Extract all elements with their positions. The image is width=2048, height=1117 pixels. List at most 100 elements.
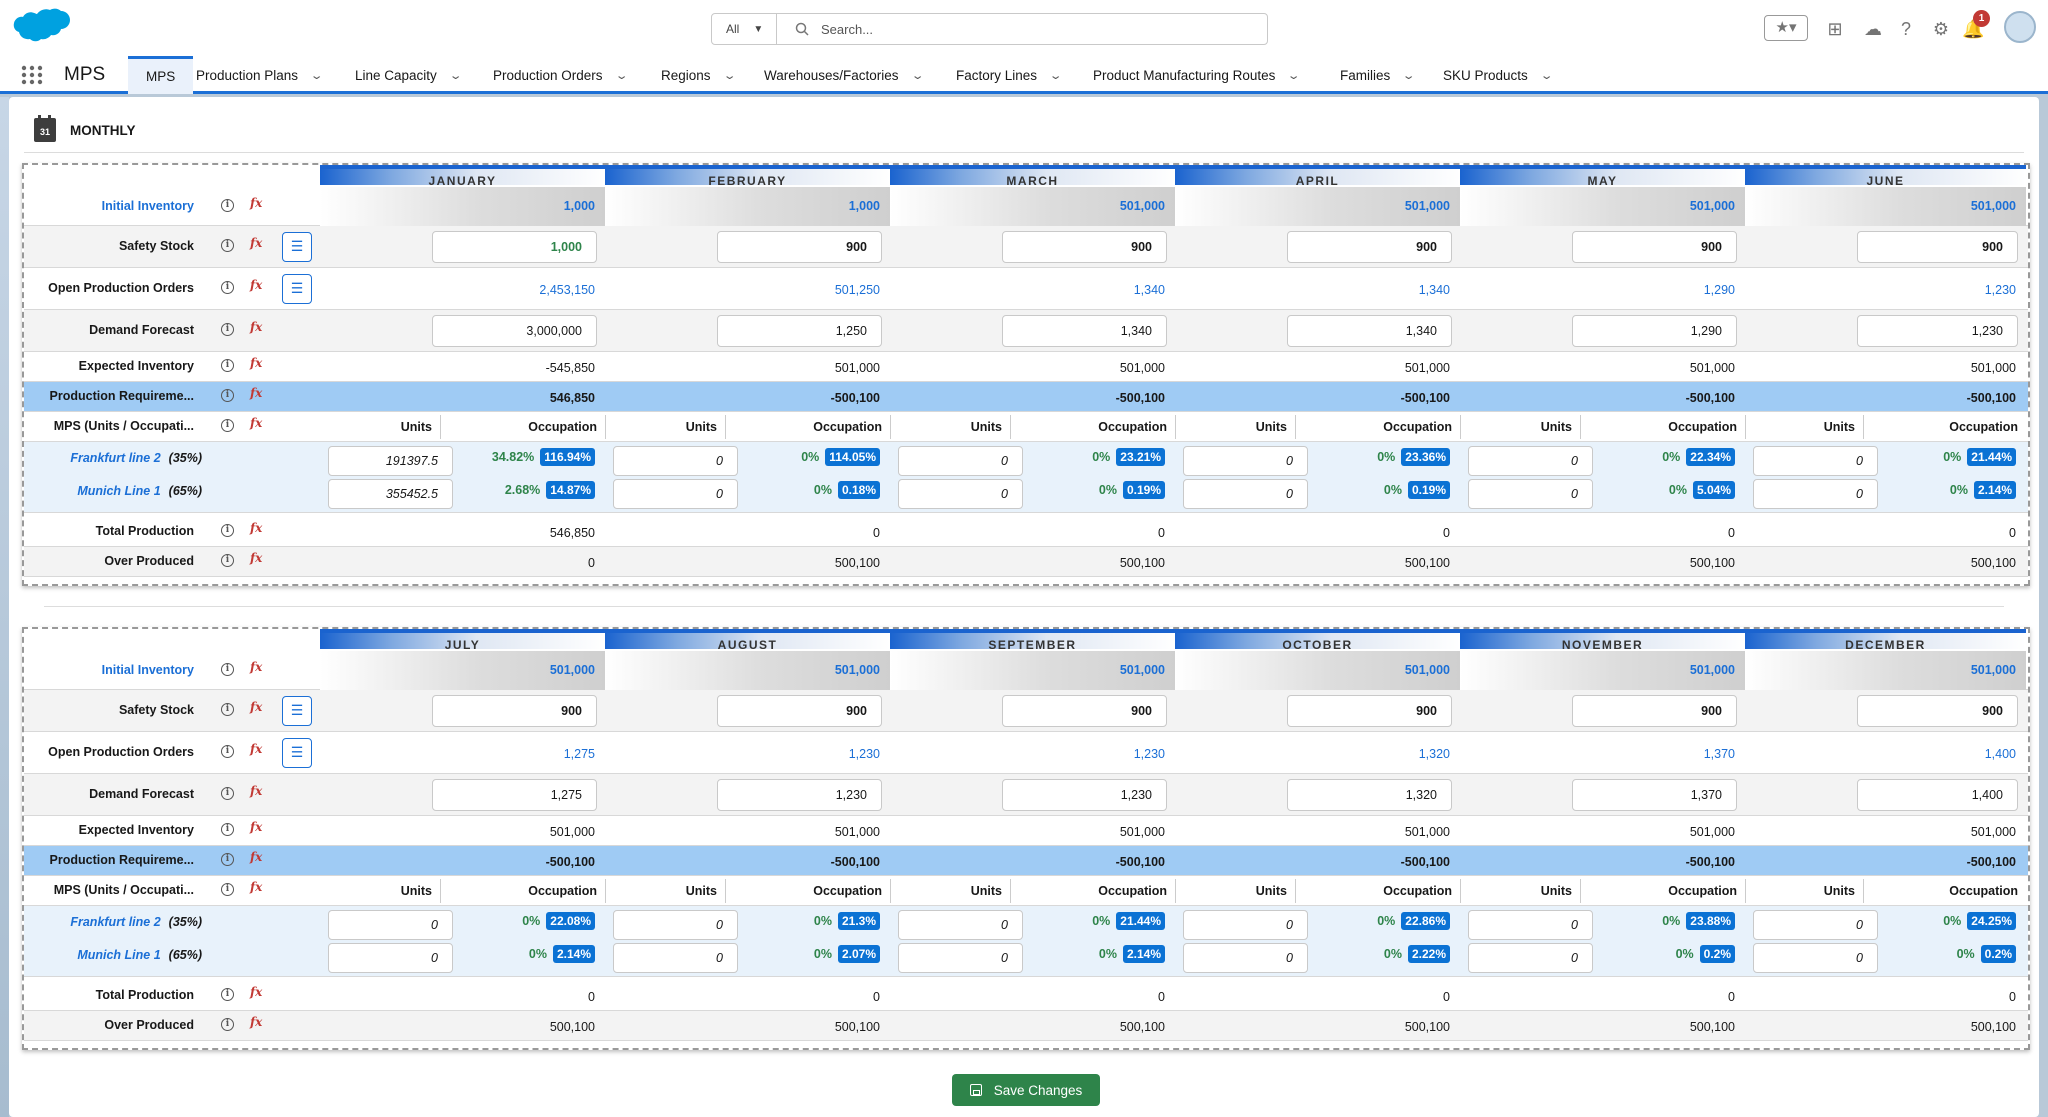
open-orders-link[interactable]: 1,400 [1984,747,2016,761]
tab-warehouses-factories[interactable]: Warehouses/Factories ⌄ [764,56,925,94]
plant-units-input[interactable]: 0 [898,943,1023,973]
demand-forecast-input[interactable]: 1,370 [1572,779,1737,811]
record-list-button[interactable]: ☰ [282,232,312,262]
plant-name[interactable]: Frankfurt line 2 (35%) [24,451,202,465]
info-icon[interactable]: i [221,1018,234,1031]
info-icon[interactable]: i [221,239,234,252]
safety-stock-input[interactable]: 900 [432,695,597,727]
record-list-button[interactable]: ☰ [282,738,312,768]
plant-units-input[interactable]: 0 [1468,446,1593,476]
plant-name[interactable]: Munich Line 1 (65%) [24,948,202,962]
safety-stock-input[interactable]: 900 [717,695,882,727]
plant-units-input[interactable]: 0 [613,479,738,509]
formula-icon[interactable]: fx [250,742,263,756]
tab-production-plans[interactable]: Production Plans ⌄ [196,56,324,94]
demand-forecast-input[interactable]: 1,230 [1002,779,1167,811]
demand-forecast-input[interactable]: 1,340 [1002,315,1167,347]
plant-units-input[interactable]: 0 [1753,446,1878,476]
info-icon[interactable]: i [221,663,234,676]
formula-icon[interactable]: fx [250,700,263,714]
info-icon[interactable]: i [221,745,234,758]
chevron-down-icon[interactable]: ⌄ [910,69,925,82]
formula-icon[interactable]: fx [250,320,263,334]
tab-mps[interactable]: MPS [128,56,194,94]
plant-line-name[interactable]: Munich Line 1 [77,484,161,498]
formula-icon[interactable]: fx [250,386,263,400]
open-orders-link[interactable]: 1,320 [1418,747,1450,761]
safety-stock-input[interactable]: 1,000 [432,231,597,263]
demand-forecast-input[interactable]: 3,000,000 [432,315,597,347]
info-icon[interactable]: i [221,823,234,836]
demand-forecast-input[interactable]: 1,400 [1857,779,2018,811]
open-orders-link[interactable]: 1,230 [848,747,880,761]
plant-line-name[interactable]: Frankfurt line 2 [70,451,161,465]
plant-units-input[interactable]: 0 [898,910,1023,940]
plant-line-name[interactable]: Frankfurt line 2 [70,915,161,929]
info-icon[interactable]: i [221,281,234,294]
salesforce-logo[interactable] [13,8,71,51]
plant-units-input[interactable]: 0 [613,446,738,476]
formula-icon[interactable]: fx [250,985,263,999]
safety-stock-input[interactable]: 900 [1572,231,1737,263]
info-icon[interactable]: i [221,554,234,567]
open-orders-link[interactable]: 1,340 [1418,283,1450,297]
demand-forecast-input[interactable]: 1,230 [1857,315,2018,347]
app-launcher-icon[interactable] [20,64,44,86]
safety-stock-input[interactable]: 900 [717,231,882,263]
formula-icon[interactable]: fx [250,660,263,674]
search-input[interactable]: Search... [777,22,1267,37]
tab-factory-lines[interactable]: Factory Lines ⌄ [956,56,1063,94]
plant-units-input[interactable]: 0 [1183,479,1308,509]
plant-units-input[interactable]: 0 [613,910,738,940]
chevron-down-icon[interactable]: ⌄ [614,69,629,82]
formula-icon[interactable]: fx [250,196,263,210]
record-list-button[interactable]: ☰ [282,696,312,726]
user-avatar[interactable] [2004,11,2036,43]
plant-name[interactable]: Frankfurt line 2 (35%) [24,915,202,929]
settings-gear-icon[interactable]: ⚙ [1932,19,1950,39]
tab-product-manufacturing-routes[interactable]: Product Manufacturing Routes ⌄ [1093,56,1301,94]
plant-units-input[interactable]: 0 [898,446,1023,476]
global-search[interactable]: All ▼ Search... [711,13,1268,45]
row-label-initial[interactable]: Initial Inventory [101,199,194,213]
chevron-down-icon[interactable]: ⌄ [448,69,463,82]
formula-icon[interactable]: fx [250,356,263,370]
safety-stock-input[interactable]: 900 [1287,231,1452,263]
open-orders-link[interactable]: 1,370 [1703,747,1735,761]
info-icon[interactable]: i [221,703,234,716]
info-icon[interactable]: i [221,359,234,372]
open-orders-link[interactable]: 1,340 [1133,283,1165,297]
formula-icon[interactable]: fx [250,820,263,834]
formula-icon[interactable]: fx [250,880,263,894]
demand-forecast-input[interactable]: 1,275 [432,779,597,811]
chevron-down-icon[interactable]: ⌄ [309,69,324,82]
plant-units-input[interactable]: 0 [328,910,453,940]
record-list-button[interactable]: ☰ [282,274,312,304]
plant-units-input[interactable]: 0 [1753,910,1878,940]
open-orders-link[interactable]: 2,453,150 [539,283,595,297]
plant-units-input[interactable]: 0 [1183,446,1308,476]
open-orders-link[interactable]: 1,230 [1133,747,1165,761]
tab-line-capacity[interactable]: Line Capacity ⌄ [355,56,463,94]
open-orders-link[interactable]: 1,290 [1703,283,1735,297]
info-icon[interactable]: i [221,323,234,336]
formula-icon[interactable]: fx [250,416,263,430]
demand-forecast-input[interactable]: 1,230 [717,779,882,811]
chevron-down-icon[interactable]: ⌄ [1048,69,1063,82]
tab-families[interactable]: Families ⌄ [1340,56,1416,94]
plant-name[interactable]: Munich Line 1 (65%) [24,484,202,498]
open-orders-link[interactable]: 501,250 [834,283,880,297]
chevron-down-icon[interactable]: ⌄ [1401,69,1416,82]
info-icon[interactable]: i [221,988,234,1001]
info-icon[interactable]: i [221,419,234,432]
row-label-initial[interactable]: Initial Inventory [101,663,194,677]
tab-production-orders[interactable]: Production Orders ⌄ [493,56,629,94]
trailhead-icon[interactable]: ☁ [1864,19,1882,39]
demand-forecast-input[interactable]: 1,290 [1572,315,1737,347]
plant-units-input[interactable]: 0 [1183,910,1308,940]
formula-icon[interactable]: fx [250,850,263,864]
safety-stock-input[interactable]: 900 [1002,695,1167,727]
tab-regions[interactable]: Regions ⌄ [661,56,736,94]
plant-units-input[interactable]: 0 [1468,943,1593,973]
open-orders-link[interactable]: 1,275 [563,747,595,761]
